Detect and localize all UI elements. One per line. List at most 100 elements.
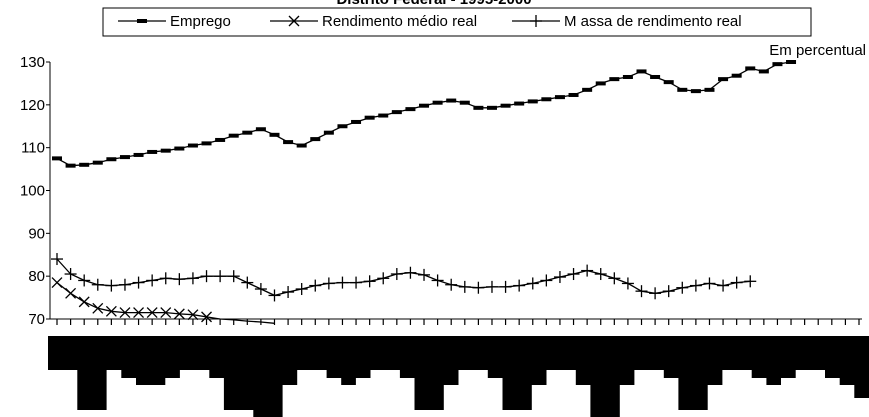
data-point	[118, 278, 131, 291]
data-point	[499, 280, 512, 293]
data-point	[227, 270, 240, 283]
data-point	[91, 278, 104, 291]
data-point	[65, 163, 76, 168]
data-point	[689, 279, 702, 292]
data-point	[337, 124, 348, 129]
data-point	[431, 274, 444, 287]
data-point	[473, 105, 484, 110]
data-point	[133, 152, 144, 157]
data-point	[377, 272, 390, 285]
data-point	[106, 157, 117, 162]
data-point	[582, 87, 593, 92]
data-point	[159, 272, 172, 285]
data-point	[350, 276, 363, 289]
data-point	[186, 272, 199, 285]
data-point	[92, 302, 104, 314]
data-point	[472, 281, 485, 294]
data-point	[269, 132, 280, 137]
y-tick-label: 70	[28, 311, 45, 328]
data-point	[418, 268, 431, 281]
data-point	[146, 307, 158, 319]
data-point	[391, 110, 402, 115]
data-point	[594, 268, 607, 281]
data-point	[445, 278, 458, 291]
data-point	[105, 305, 117, 317]
data-point	[718, 77, 729, 82]
data-point	[609, 77, 620, 82]
data-point	[595, 81, 606, 86]
data-point	[146, 274, 159, 287]
data-point	[174, 146, 185, 151]
plot-area: 70 80 90 100 110 120 130	[20, 54, 862, 328]
data-point	[758, 69, 769, 74]
data-point	[160, 148, 171, 153]
data-point	[650, 74, 661, 79]
data-point	[540, 274, 553, 287]
data-point	[622, 74, 633, 79]
data-point	[541, 97, 552, 102]
data-point	[690, 89, 701, 94]
data-point	[704, 87, 715, 92]
data-point	[173, 308, 185, 320]
data-point	[649, 287, 662, 300]
data-point	[133, 307, 145, 319]
data-point	[295, 283, 308, 296]
data-point	[254, 283, 267, 296]
data-point	[608, 272, 621, 285]
data-point	[745, 66, 756, 71]
data-point	[405, 107, 416, 112]
legend-marker	[288, 15, 300, 27]
data-point	[187, 309, 199, 321]
data-point	[581, 264, 594, 277]
data-point	[92, 160, 103, 165]
data-point	[200, 270, 213, 283]
data-point	[663, 80, 674, 85]
data-point	[526, 277, 539, 290]
data-point	[446, 98, 457, 103]
data-point	[78, 296, 90, 308]
data-point	[432, 100, 443, 105]
data-point	[459, 100, 470, 105]
data-point	[78, 274, 91, 287]
data-point	[486, 105, 497, 110]
data-point	[730, 276, 743, 289]
data-point	[147, 149, 158, 154]
data-point	[214, 270, 227, 283]
data-point	[717, 279, 730, 292]
data-point	[310, 137, 321, 142]
data-point	[553, 271, 566, 284]
y-tick-label: 120	[20, 97, 45, 114]
data-point	[336, 276, 349, 289]
data-point	[390, 268, 403, 281]
chart-title: Distrito Federal - 1995-2000	[336, 0, 531, 8]
data-point	[351, 119, 362, 124]
data-point	[731, 73, 742, 78]
data-point	[378, 113, 389, 118]
data-point	[296, 143, 307, 148]
data-point	[187, 143, 198, 148]
data-point	[132, 276, 145, 289]
data-point	[228, 133, 239, 138]
data-point	[51, 253, 63, 266]
data-point	[404, 266, 417, 279]
data-point	[119, 155, 130, 160]
data-point	[173, 273, 186, 286]
data-point	[241, 276, 254, 289]
legend-box	[102, 7, 812, 37]
data-point	[282, 286, 295, 299]
data-point	[621, 277, 634, 290]
data-point	[786, 60, 797, 64]
series-line-1	[56, 282, 275, 324]
x-axis-label-band	[48, 336, 869, 417]
legend-label: Rendimento médio real	[322, 13, 477, 30]
data-point	[283, 140, 294, 145]
legend-marker	[137, 19, 147, 23]
data-point	[364, 115, 375, 120]
data-point	[323, 130, 334, 135]
data-point	[160, 307, 172, 319]
data-point	[772, 62, 783, 67]
y-tick-label: 130	[20, 54, 45, 71]
data-point	[744, 275, 757, 288]
data-point	[568, 92, 579, 97]
